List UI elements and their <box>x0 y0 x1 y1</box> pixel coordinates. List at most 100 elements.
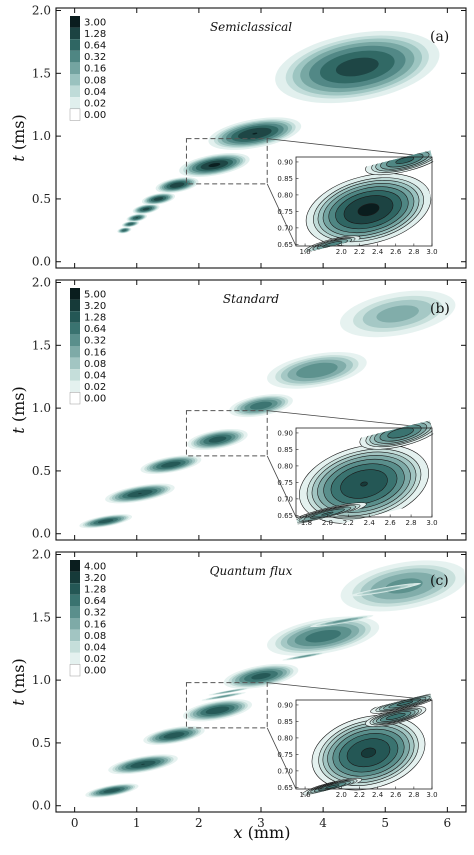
zoom-connector <box>266 727 297 790</box>
inset-x-tick-label: 2.2 <box>354 791 365 799</box>
inset-frame <box>295 427 433 518</box>
colorbar-label: 0.04 <box>84 643 106 654</box>
colorbar-swatch <box>70 74 80 86</box>
inset-x-tick-label: 1.6 <box>299 248 311 256</box>
inset-x-tick-label: 2.4 <box>372 248 384 256</box>
inset-blob <box>370 693 440 714</box>
y-tick-label: 0.0 <box>32 527 51 541</box>
inset-blob <box>304 235 361 254</box>
inset-x-tick-label: 2.0 <box>336 791 347 799</box>
colorbar-label: 0.02 <box>84 654 106 665</box>
inset-x-tick-label: 2.0 <box>336 248 347 256</box>
density-contour <box>163 732 185 739</box>
y-tick-label: 0.0 <box>32 799 51 813</box>
colorbar-swatch <box>70 288 80 300</box>
y-axis-label-var: t <box>9 427 28 434</box>
density-contour <box>169 182 185 188</box>
x-tick-label: 5 <box>381 816 389 830</box>
inset-blob <box>311 715 426 791</box>
x-axis-label-unit: (mm) <box>243 823 291 842</box>
inset-y-tick-label: 0.85 <box>277 446 293 454</box>
panel-title: Standard <box>223 292 279 306</box>
colorbar-label: 4.00 <box>84 561 106 572</box>
colorbar-swatch <box>70 16 80 28</box>
inset-x-tick-label: 2.2 <box>343 519 354 527</box>
x-tick-label: 0 <box>71 816 79 830</box>
colorbar-swatch <box>70 594 80 607</box>
y-axis-label-unit: (ms) <box>9 386 28 427</box>
density-blob <box>143 725 205 745</box>
inset-y-tick-label: 0.75 <box>277 479 293 487</box>
density-field <box>117 30 440 234</box>
zoom-box <box>185 410 268 457</box>
density-blob <box>208 687 252 696</box>
panels: 0.90 0.85 0.80 0.75 0.70 0.65 1.6 2.0 2.2 2.4 2.6 2… <box>9 4 468 830</box>
density-contour <box>208 162 221 168</box>
svg-text:x (mm): x (mm) <box>234 823 291 842</box>
density-blob <box>132 203 160 215</box>
colorbar-swatch <box>70 346 80 358</box>
inset: 0.90 0.85 0.80 0.75 0.70 0.65 1.6 2.0 2.2 2.4 2.6 2… <box>277 150 445 256</box>
inset-x-tick-label: 1.6 <box>299 791 311 799</box>
density-blob <box>223 663 299 689</box>
y-tick-label: 0.5 <box>32 192 51 206</box>
colorbar-swatch <box>70 334 80 346</box>
density-contour <box>297 655 312 658</box>
colorbar-swatch <box>70 606 80 618</box>
density-blob <box>201 692 246 701</box>
colorbar-label: 0.64 <box>84 596 106 607</box>
inset-x-tick-label: 2.4 <box>364 519 376 527</box>
inset-y-tick-label: 0.90 <box>277 429 293 437</box>
inset-x-tick-label: 2.0 <box>322 519 333 527</box>
colorbar-swatch <box>70 652 80 665</box>
inset-x-tick-label: 3.0 <box>426 248 437 256</box>
inset-contour <box>360 747 377 758</box>
colorbar-legend: 5.003.201.280.640.320.160.080.040.020.00 <box>69 288 106 405</box>
y-tick-label: 1.5 <box>32 66 51 80</box>
colorbar-swatch <box>70 357 80 370</box>
density-contour <box>335 57 379 77</box>
y-axis-label-var: t <box>9 155 28 162</box>
density-contour <box>127 222 134 226</box>
colorbar-label: 1.28 <box>84 29 106 40</box>
colorbar-label: 1.28 <box>84 585 106 596</box>
density-contour <box>225 690 234 693</box>
y-tick-label: 0.0 <box>32 255 51 269</box>
colorbar-label: 0.64 <box>84 41 106 52</box>
inset-contour <box>387 427 414 439</box>
colorbar-label: 3.00 <box>84 17 106 28</box>
colorbar-label: 0.08 <box>84 359 106 370</box>
colorbar-label: 0.08 <box>84 631 106 642</box>
density-blob <box>117 227 132 234</box>
inset-x-tick-label: 2.6 <box>390 791 402 799</box>
density-blob <box>275 30 440 104</box>
y-axis-label: t (ms) <box>9 114 28 161</box>
panel-title: Semiclassical <box>210 20 292 34</box>
y-axis-label: t (ms) <box>9 386 28 433</box>
density-contour <box>135 217 139 219</box>
density-blob <box>179 153 250 177</box>
density-contour <box>141 763 145 765</box>
zoom-box <box>185 682 268 729</box>
density-contour <box>296 362 338 379</box>
inset-blob <box>288 502 367 525</box>
colorbar-swatch <box>70 97 80 109</box>
y-tick-label: 1.5 <box>32 610 51 624</box>
density-blob <box>182 699 253 722</box>
colorbar-swatch <box>70 629 80 642</box>
inset-y-tick-label: 0.90 <box>277 701 293 709</box>
colorbar-label: 0.04 <box>84 371 106 382</box>
inset-y-tick-label: 0.70 <box>277 224 293 232</box>
colorbar-label: 0.00 <box>84 666 106 677</box>
inset-x-tick-label: 2.6 <box>385 519 397 527</box>
density-blob <box>339 290 456 338</box>
inset-y-tick-label: 0.75 <box>277 208 293 216</box>
density-field <box>85 560 468 798</box>
colorbar-swatch <box>69 108 81 121</box>
density-field <box>79 290 456 529</box>
inset-x-tick-label: 1.8 <box>301 519 312 527</box>
density-contour <box>332 619 352 623</box>
x-axis-label-var: x <box>234 823 243 842</box>
zoom-connector <box>266 455 297 518</box>
colorbar-label: 1.28 <box>84 313 106 324</box>
